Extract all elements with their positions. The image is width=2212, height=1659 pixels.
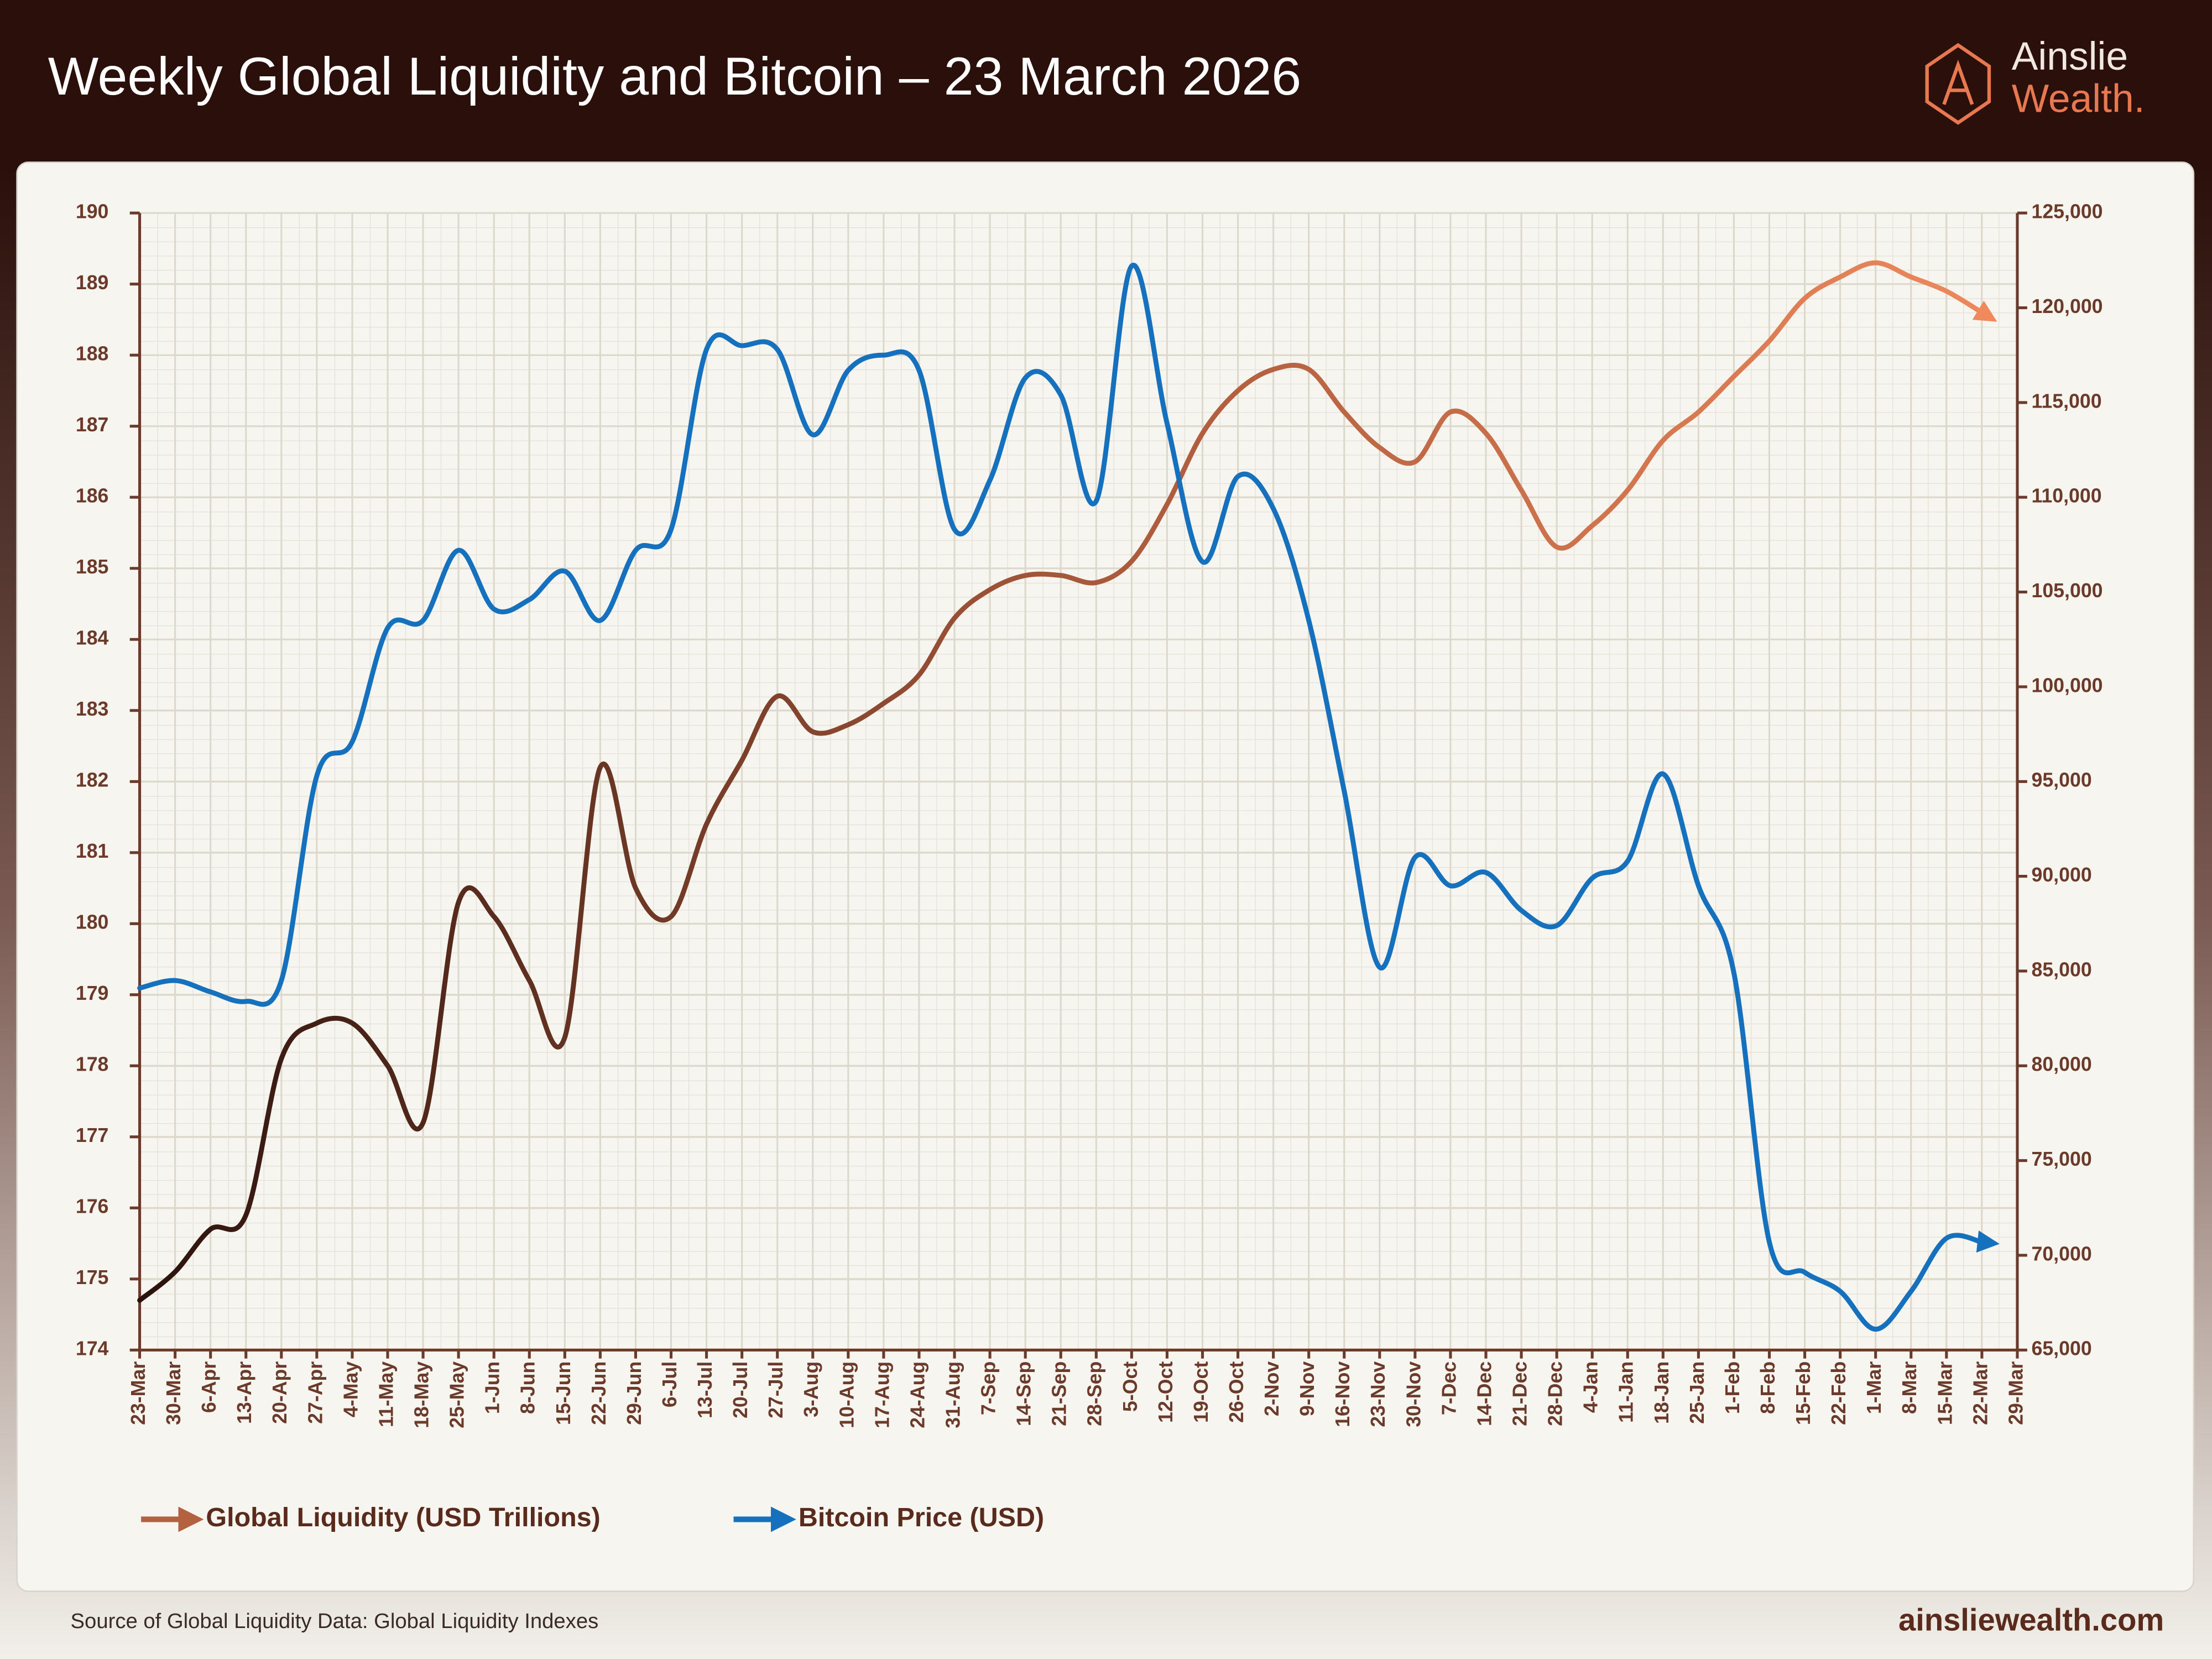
x-tick-label: 15-Jun: [552, 1361, 575, 1425]
x-tick-label: 3-Aug: [800, 1361, 822, 1417]
x-tick-label: 25-May: [446, 1361, 468, 1428]
x-tick-label: 14-Dec: [1473, 1361, 1495, 1426]
x-tick-label: 4-Jan: [1580, 1361, 1602, 1413]
y-tick-label: 187: [76, 414, 109, 436]
x-tick-label: 8-Feb: [1757, 1361, 1779, 1414]
x-tick-label: 7-Dec: [1438, 1361, 1460, 1415]
y-tick-label: 185: [76, 556, 109, 578]
x-tick-label: 6-Jul: [659, 1361, 681, 1407]
x-tick-label: 30-Mar: [163, 1361, 185, 1425]
x-tick-label: 19-Oct: [1190, 1361, 1212, 1423]
y-tick-label: 183: [76, 698, 109, 720]
x-tick-label: 8-Jun: [517, 1361, 539, 1414]
x-tick-label: 27-Jul: [765, 1361, 787, 1418]
x-tick-label: 23-Mar: [127, 1361, 149, 1425]
y2-tick-label: 120,000: [2031, 295, 2103, 317]
x-tick-label: 25-Jan: [1686, 1361, 1708, 1424]
x-tick-label: 12-Oct: [1155, 1361, 1177, 1423]
y2-tick-label: 115,000: [2031, 390, 2101, 412]
y-tick-label: 188: [76, 343, 109, 365]
x-tick-label: 24-Aug: [906, 1361, 928, 1428]
x-tick-label: 28-Dec: [1545, 1361, 1567, 1426]
y-tick-label: 174: [76, 1338, 109, 1360]
x-tick-label: 13-Apr: [233, 1361, 255, 1424]
x-tick-label: 18-Jan: [1651, 1361, 1673, 1424]
x-tick-label: 15-Mar: [1934, 1361, 1956, 1425]
y-tick-label: 180: [76, 911, 109, 933]
plot: 174 175 176 177 178 179 180 181 182 183 184 185 186 1…: [76, 201, 2103, 1533]
url: ainsliewealth.com: [1898, 1603, 2164, 1637]
y2-tick-label: 80,000: [2031, 1053, 2091, 1076]
source: Source of Global Liquidity Data: Global …: [71, 1609, 599, 1633]
y-tick-label: 181: [76, 840, 109, 862]
y2-tick-label: 85,000: [2031, 958, 2091, 980]
logo-text: Ainslie: [2012, 34, 2128, 79]
x-tick-label: 29-Jun: [623, 1361, 645, 1425]
x-tick-label: 1-Jun: [482, 1361, 504, 1414]
x-tick-label: 28-Sep: [1084, 1361, 1106, 1426]
x-tick-label: 26-Oct: [1225, 1361, 1248, 1423]
y2-tick-label: 75,000: [2031, 1148, 2091, 1170]
x-tick-label: 22-Jun: [588, 1361, 610, 1425]
x-tick-label: 27-Apr: [304, 1361, 326, 1424]
y-tick-label: 175: [76, 1266, 109, 1288]
y-tick-label: 182: [76, 769, 109, 791]
y2-tick-label: 70,000: [2031, 1243, 2091, 1265]
y-tick-label: 176: [76, 1196, 109, 1218]
y2-tick-label: 100,000: [2031, 674, 2103, 696]
y-tick-label: 189: [76, 272, 109, 294]
y-tick-label: 184: [76, 627, 109, 649]
y-tick-label: 190: [76, 201, 109, 223]
x-tick-label: 20-Jul: [729, 1361, 752, 1418]
x-tick-label: 1-Mar: [1863, 1361, 1885, 1414]
y-tick-label: 179: [76, 982, 109, 1004]
y2-tick-label: 105,000: [2031, 580, 2103, 602]
series-line: [137, 260, 1997, 1303]
series-line: [137, 262, 2000, 1332]
y2-tick-label: 95,000: [2031, 769, 2091, 791]
y2-tick-label: 65,000: [2031, 1338, 2091, 1360]
legend-label: Bitcoin Price (USD): [799, 1503, 1044, 1532]
x-tick-label: 21-Dec: [1509, 1361, 1531, 1426]
x-tick-label: 1-Feb: [1721, 1361, 1744, 1414]
x-tick-label: 15-Feb: [1792, 1361, 1814, 1425]
x-tick-label: 4-May: [340, 1361, 362, 1417]
x-tick-label: 29-Mar: [2005, 1361, 2027, 1425]
title: Weekly Global Liquidity and Bitcoin – 23…: [48, 46, 1301, 106]
x-tick-label: 14-Sep: [1013, 1361, 1035, 1426]
x-tick-label: 8-Mar: [1898, 1361, 1921, 1414]
x-tick-label: 30-Nov: [1402, 1361, 1425, 1427]
logo-text: Wealth.: [2012, 77, 2145, 121]
x-tick-label: 10-Aug: [836, 1361, 858, 1428]
x-tick-label: 17-Aug: [871, 1361, 893, 1428]
logo: Ainslie Wealth.: [1925, 34, 2145, 125]
x-tick-label: 22-Mar: [1969, 1361, 1991, 1425]
x-tick-label: 6-Apr: [198, 1361, 220, 1413]
y2-tick-label: 125,000: [2031, 201, 2103, 223]
y2-tick-label: 90,000: [2031, 864, 2091, 886]
x-tick-label: 22-Feb: [1828, 1361, 1850, 1425]
x-tick-label: 9-Nov: [1296, 1361, 1318, 1416]
x-tick-label: 20-Apr: [269, 1361, 291, 1424]
x-tick-label: 7-Sep: [978, 1361, 1000, 1415]
y-tick-label: 177: [76, 1124, 109, 1146]
x-tick-label: 23-Nov: [1367, 1361, 1389, 1427]
y-tick-label: 186: [76, 485, 109, 507]
legend-label: Global Liquidity (USD Trillions): [206, 1503, 600, 1532]
x-tick-label: 11-May: [375, 1361, 397, 1427]
x-tick-label: 11-Jan: [1615, 1361, 1637, 1423]
x-tick-label: 18-May: [411, 1361, 433, 1428]
y-tick-label: 178: [76, 1053, 109, 1076]
x-tick-label: 31-Aug: [942, 1361, 964, 1428]
x-tick-label: 16-Nov: [1332, 1361, 1354, 1427]
y2-tick-label: 110,000: [2031, 485, 2101, 507]
x-tick-label: 21-Sep: [1048, 1361, 1071, 1426]
x-tick-label: 13-Jul: [694, 1361, 716, 1418]
x-tick-label: 5-Oct: [1119, 1361, 1141, 1412]
x-tick-label: 2-Nov: [1261, 1361, 1283, 1416]
